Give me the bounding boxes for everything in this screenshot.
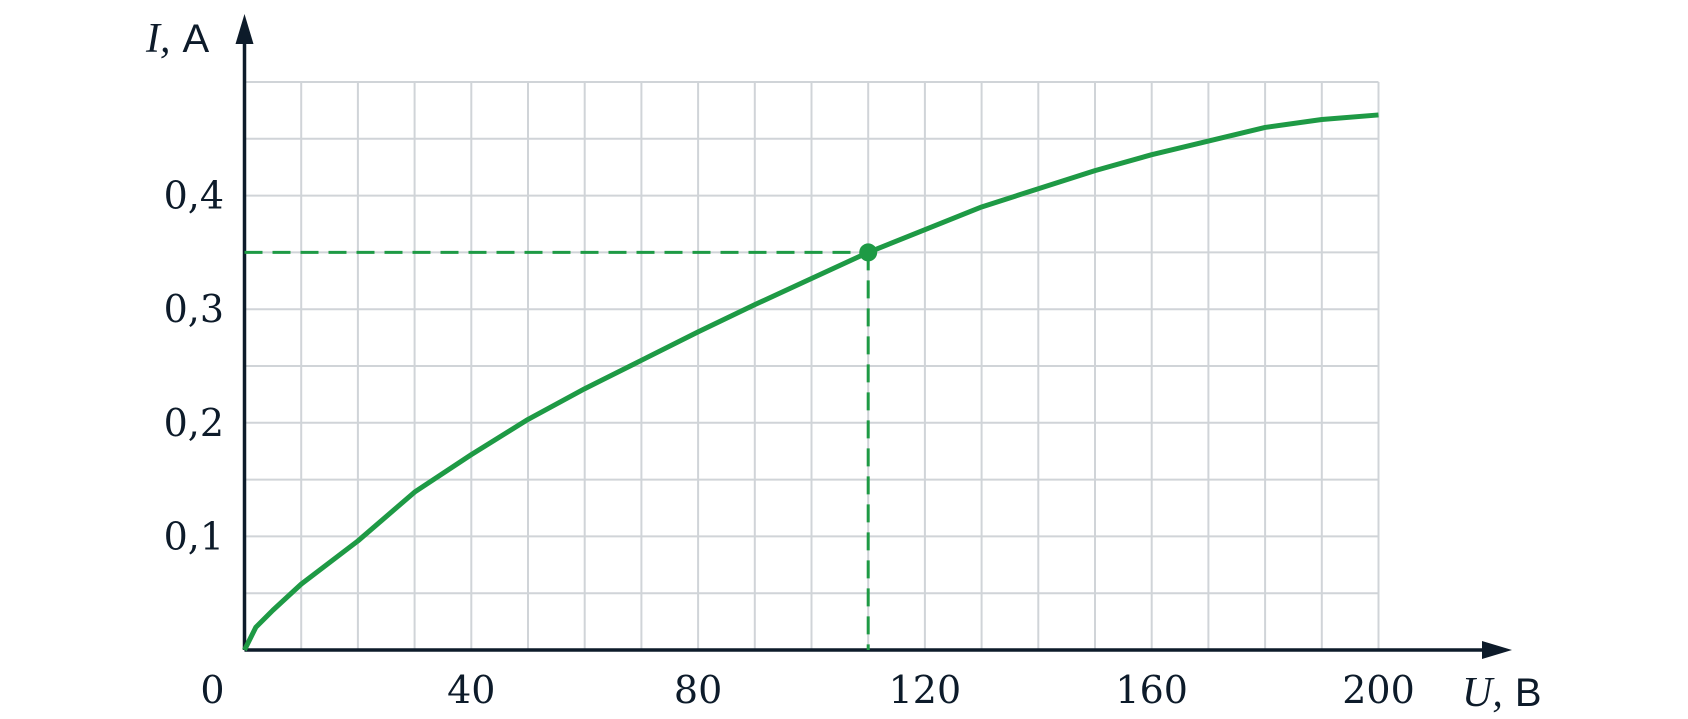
x-tick-label: 120 [889,668,962,712]
x-tick-label: 0 [200,668,224,712]
y-label-unit: А [183,17,210,61]
x-axis-label: U, В [1462,670,1542,716]
y-label-symbol: I, [145,16,171,62]
y-tick-label: 0,3 [164,287,224,331]
y-tick-label: 0,1 [164,514,224,558]
y-axis-arrow [235,14,254,44]
highlight-point [859,243,878,262]
x-tick-label: 200 [1342,668,1415,712]
x-tick-label: 40 [447,668,495,712]
y-axis-label: I, А [145,16,210,62]
x-tick-label: 80 [674,668,722,712]
y-tick-label: 0,2 [164,401,224,445]
x-axis-arrow [1482,641,1512,659]
y-tick-label: 0,4 [164,174,224,218]
line [242,112,1379,652]
x-tick-label: 160 [1115,668,1188,712]
x-label-unit: В [1515,671,1542,715]
x-label-symbol: U, [1462,670,1503,716]
